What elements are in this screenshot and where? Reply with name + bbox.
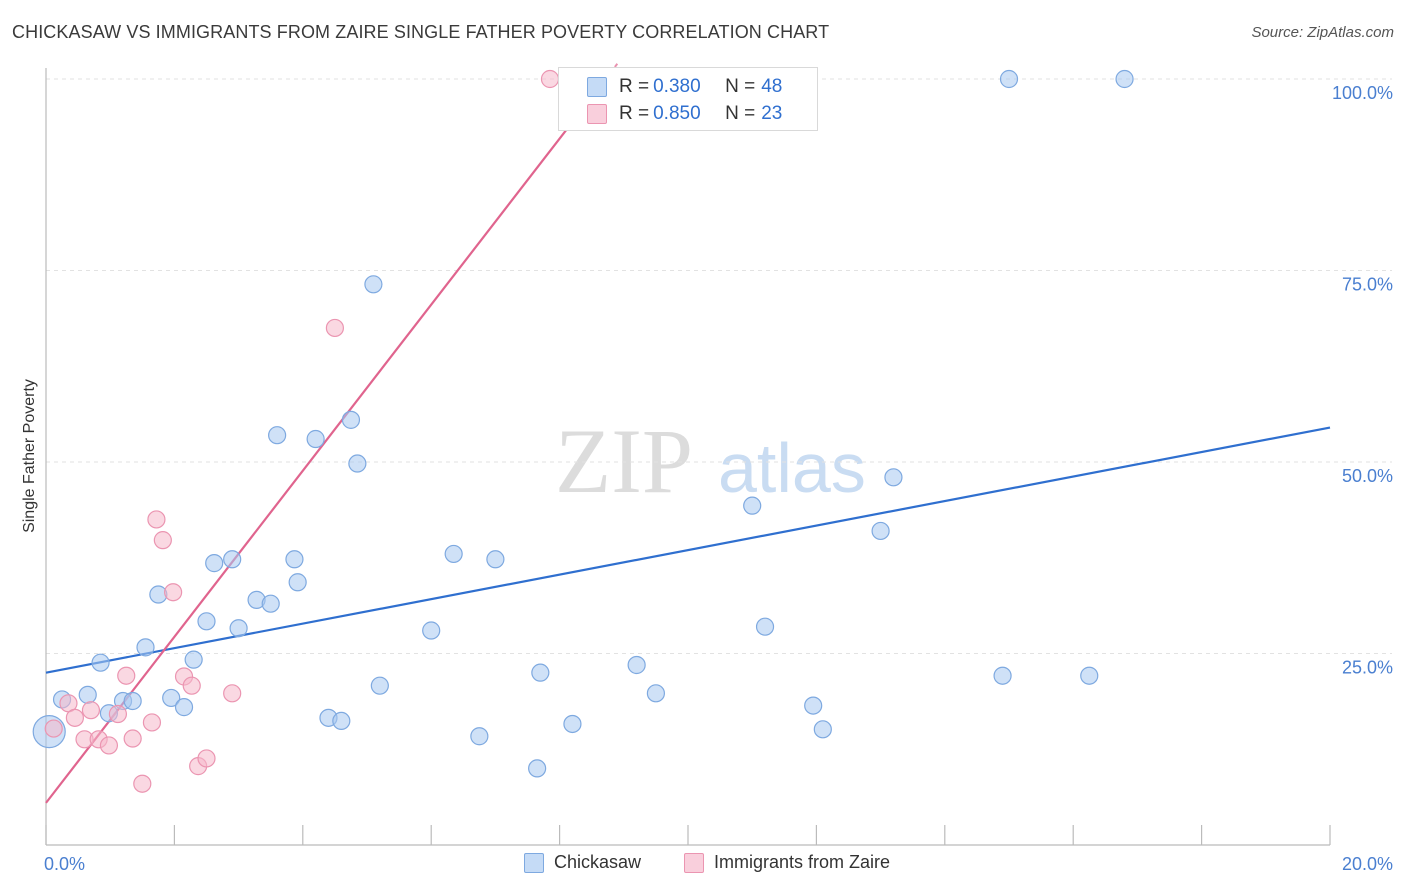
data-point <box>306 429 325 449</box>
correlation-legend: R = 0.380 N = 48 R = 0.850 N = 23 <box>558 67 818 131</box>
legend-label: Chickasaw <box>554 852 642 872</box>
data-point <box>261 594 280 613</box>
data-point <box>223 684 242 703</box>
data-point <box>884 468 903 487</box>
watermark: ZIP atlas <box>555 410 866 512</box>
source-credit: Source: ZipAtlas.com <box>1251 24 1394 41</box>
data-point <box>153 531 172 550</box>
legend-r-label: R = <box>619 76 650 97</box>
data-point <box>123 691 142 711</box>
data-point <box>341 410 361 429</box>
watermark-atlas: atlas <box>718 429 866 507</box>
data-points <box>32 69 1134 793</box>
data-point <box>348 454 367 473</box>
legend-item-zaire[interactable]: Immigrants from Zaire <box>684 852 890 873</box>
data-point <box>422 621 441 640</box>
data-point <box>871 521 890 541</box>
y-tick-label: 100.0% <box>1332 83 1393 103</box>
data-point <box>646 684 666 703</box>
y-tick-label: 50.0% <box>1342 466 1393 486</box>
legend-row-zaire: R = 0.850 N = 23 <box>559 101 782 127</box>
data-point <box>285 550 304 569</box>
data-point <box>162 688 181 708</box>
data-point <box>44 719 63 738</box>
y-tick-label: 25.0% <box>1342 658 1393 678</box>
data-point <box>91 653 110 672</box>
data-point <box>108 704 128 724</box>
data-point <box>149 585 168 604</box>
data-point <box>563 714 582 734</box>
data-point <box>528 759 547 778</box>
series-legend: Chickasaw Immigrants from Zaire <box>0 852 1406 878</box>
y-axis-label: Single Father Poverty <box>21 379 38 533</box>
data-point <box>486 550 505 569</box>
legend-swatch-zaire <box>587 104 607 124</box>
data-point <box>444 544 463 564</box>
trend-line <box>45 426 1331 674</box>
data-point <box>993 666 1012 685</box>
data-point <box>184 650 203 669</box>
y-tick-label: 75.0% <box>1342 275 1393 295</box>
legend-swatch-chickasaw <box>524 852 544 873</box>
tick-labels: 25.0% 50.0% 75.0% 100.0% 0.0% 20.0% <box>44 83 1393 874</box>
data-point <box>81 701 101 720</box>
data-point <box>164 583 183 602</box>
data-point <box>147 510 166 529</box>
legend-r-label: R = <box>619 103 650 124</box>
data-point <box>136 638 155 657</box>
legend-item-chickasaw[interactable]: Chickasaw <box>524 852 641 873</box>
data-point <box>804 696 823 715</box>
data-point <box>540 69 560 89</box>
data-point <box>531 663 550 682</box>
trend-line <box>45 129 567 804</box>
data-point <box>999 69 1019 89</box>
x-tick-label: 0.0% <box>44 854 85 874</box>
data-point <box>288 573 307 592</box>
data-point <box>133 774 152 793</box>
data-point <box>78 685 97 704</box>
data-point <box>1115 69 1134 89</box>
data-point <box>205 554 224 573</box>
data-point <box>325 318 344 338</box>
data-point <box>370 676 389 695</box>
data-point <box>197 749 216 768</box>
axes <box>45 68 1331 846</box>
legend-r-value: 0.850 <box>653 103 701 124</box>
legend-n-label: N = <box>725 103 756 124</box>
watermark-zip: ZIP <box>555 410 693 512</box>
gridlines <box>46 78 1392 654</box>
legend-r-value: 0.380 <box>653 76 701 97</box>
data-point <box>229 619 248 638</box>
data-point <box>223 550 242 569</box>
data-point <box>99 736 119 755</box>
data-point <box>364 275 383 294</box>
data-point <box>182 676 201 695</box>
legend-n-value: 23 <box>761 103 783 124</box>
data-point <box>743 496 762 515</box>
legend-label: Immigrants from Zaire <box>714 852 891 872</box>
data-point <box>813 720 832 739</box>
data-point <box>123 729 142 748</box>
data-point <box>755 617 775 636</box>
data-point <box>627 655 646 675</box>
data-point <box>1080 666 1099 685</box>
legend-swatch-zaire <box>684 852 704 873</box>
x-tick-label: 20.0% <box>1342 854 1393 874</box>
data-point <box>117 666 136 685</box>
legend-n-label: N = <box>725 76 756 97</box>
data-point <box>142 713 162 732</box>
legend-n-value: 48 <box>761 76 783 97</box>
legend-swatch-chickasaw <box>587 77 607 97</box>
chart-title: CHICKASAW VS IMMIGRANTS FROM ZAIRE SINGL… <box>12 22 830 42</box>
legend-row-chickasaw: R = 0.380 N = 48 <box>559 74 782 100</box>
data-point <box>332 711 351 731</box>
data-point <box>470 727 489 746</box>
data-point <box>197 612 216 631</box>
data-point <box>268 426 287 445</box>
data-point <box>65 708 84 727</box>
data-point <box>174 698 194 717</box>
